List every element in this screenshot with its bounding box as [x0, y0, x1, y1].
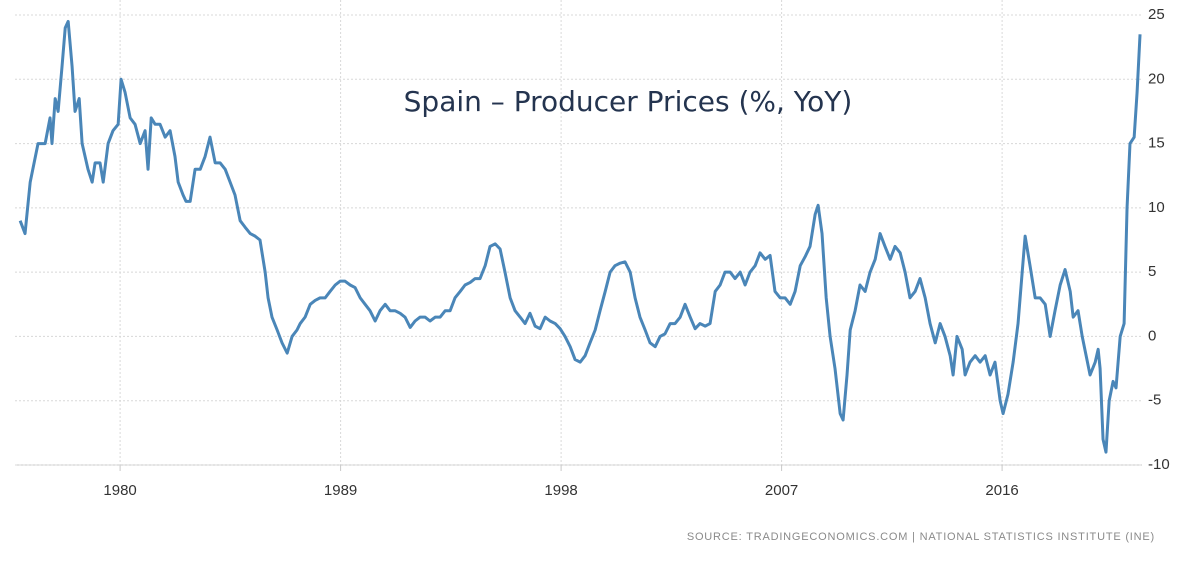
data-line: [18, 19, 1142, 454]
y-tick-label: 25: [1148, 6, 1165, 23]
chart-title: Spain – Producer Prices (%, YoY): [404, 85, 853, 118]
y-tick-label: -10: [1148, 456, 1170, 473]
x-tick-label: 1998: [544, 482, 577, 499]
grid: [15, 0, 1142, 466]
y-tick-label: 10: [1148, 199, 1165, 216]
x-tick-label: 1980: [103, 482, 136, 499]
y-tick-label: 0: [1148, 327, 1156, 344]
plot: [18, 19, 1142, 454]
y-tick-label: 15: [1148, 135, 1165, 152]
y-tick-label: 5: [1148, 263, 1156, 280]
source-note: SOURCE: TRADINGECONOMICS.COM | NATIONAL …: [687, 531, 1155, 543]
x-tick-label: 1989: [324, 482, 357, 499]
y-tick-label: 20: [1148, 70, 1165, 87]
x-tick-label: 2016: [985, 482, 1018, 499]
y-tick-label: -5: [1148, 392, 1161, 409]
x-tick-label: 2007: [765, 482, 798, 499]
